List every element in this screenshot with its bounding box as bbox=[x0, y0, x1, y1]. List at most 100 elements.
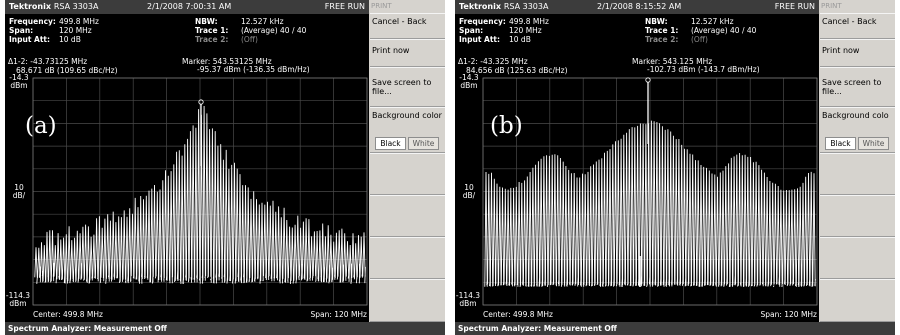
print-now-button[interactable]: Print now bbox=[370, 39, 445, 67]
background-color-group: Background color bbox=[370, 107, 445, 153]
delta-marker-readout: Δ1-2: -43.73125 MHz 68.671 dB (109.65 dB… bbox=[8, 57, 118, 75]
figure-label: (b) bbox=[490, 113, 523, 139]
trace2-value: (Off) bbox=[241, 35, 258, 44]
white-option[interactable]: White bbox=[408, 137, 439, 150]
ref-level-label: -14.3 dBm bbox=[9, 73, 29, 90]
frequency-key: Frequency: bbox=[459, 17, 506, 26]
spectrum-display[interactable]: Δ1-2: -43.325 MHz 84.656 dB (125.63 dBc/… bbox=[455, 56, 819, 320]
marker-label: Marker: 543.125 MHz bbox=[632, 57, 713, 66]
ref-level-label: -14.3 dBm bbox=[459, 73, 479, 90]
analyzer-main-area: Tektronix RSA 3303A 2/1/2008 7:00:31 AM … bbox=[5, 0, 369, 335]
run-mode-label: FREE RUN bbox=[324, 2, 365, 11]
menu-slot-empty bbox=[370, 153, 445, 195]
spectrum-display[interactable]: Δ1-2: -43.73125 MHz 68.671 dB (109.65 dB… bbox=[5, 56, 369, 320]
spectrum-analyzer-window-b: Tektronix RSA 3303A 2/1/2008 8:15:52 AM … bbox=[455, 0, 895, 335]
frequency-value: 499.8 MHz bbox=[509, 17, 549, 26]
center-frequency-label: Center: 499.8 MHz bbox=[483, 310, 553, 319]
background-color-group: Background colo bbox=[820, 107, 895, 153]
analyzer-main-area: Tektronix RSA 3303A 2/1/2008 8:15:52 AM … bbox=[455, 0, 819, 335]
datetime-label: 2/1/2008 8:15:52 AM bbox=[597, 2, 682, 11]
input-att-value: 10 dB bbox=[59, 35, 81, 44]
bottom-level-label: -114.3 dBm bbox=[5, 291, 31, 308]
menu-slot-empty bbox=[820, 195, 895, 237]
trace2-value: (Off) bbox=[691, 35, 708, 44]
frequency-value: 499.8 MHz bbox=[59, 17, 99, 26]
save-screen-button[interactable]: Save screen to file... bbox=[370, 67, 445, 107]
marker-symbol bbox=[198, 99, 204, 105]
nbw-key: NBW: bbox=[195, 17, 218, 26]
marker-symbol bbox=[645, 77, 651, 83]
menu-slot-empty bbox=[370, 237, 445, 279]
trace1-value: (Average) 40 / 40 bbox=[691, 26, 757, 35]
bottom-level-label: -114.3 dBm bbox=[455, 291, 481, 308]
trace1-key: Trace 1: bbox=[195, 26, 229, 35]
marker-detail: -102.73 dBm (-143.7 dBm/Hz) bbox=[647, 65, 760, 74]
menu-header: PRINT bbox=[371, 2, 392, 10]
menu-header: PRINT bbox=[821, 2, 842, 10]
title-bar: Tektronix RSA 3303A 2/1/2008 7:00:31 AM … bbox=[5, 0, 369, 14]
menu-slot-empty bbox=[820, 153, 895, 195]
nbw-key: NBW: bbox=[645, 17, 668, 26]
figure-label: (a) bbox=[25, 113, 57, 139]
trace1-key: Trace 1: bbox=[645, 26, 679, 35]
span-value: 120 MHz bbox=[509, 26, 542, 35]
save-screen-button[interactable]: Save screen to file... bbox=[820, 67, 895, 107]
spectrum-plot bbox=[482, 77, 818, 306]
brand-label: Tektronix RSA 3303A bbox=[459, 2, 549, 11]
frequency-key: Frequency: bbox=[9, 17, 56, 26]
spectrum-trace bbox=[34, 105, 366, 285]
side-menu: PRINT Cancel - Back Print now Save scree… bbox=[819, 0, 895, 322]
delta-marker-detail: 68.671 dB (109.65 dBc/Hz) bbox=[16, 66, 118, 75]
menu-slot-empty bbox=[370, 279, 445, 322]
black-option[interactable]: Black bbox=[375, 137, 406, 150]
marker-readout: Marker: 543.53125 MHz bbox=[182, 57, 272, 66]
cancel-back-button[interactable]: Cancel - Back bbox=[370, 13, 445, 39]
status-bar: Spectrum Analyzer: Measurement Off bbox=[455, 322, 895, 335]
delta-marker-detail: 84.656 dB (125.63 dBc/Hz) bbox=[466, 66, 568, 75]
datetime-label: 2/1/2008 7:00:31 AM bbox=[147, 2, 232, 11]
delta-marker-label: Δ1-2: -43.73125 MHz bbox=[8, 57, 88, 66]
spectrum-trace bbox=[484, 120, 816, 288]
status-bar: Spectrum Analyzer: Measurement Off bbox=[5, 322, 445, 335]
print-now-button[interactable]: Print now bbox=[820, 39, 895, 67]
parameter-readout: Frequency: 499.8 MHz Span: 120 MHz Input A… bbox=[455, 15, 819, 55]
cancel-back-button[interactable]: Cancel - Back bbox=[820, 13, 895, 39]
plot-border bbox=[482, 77, 818, 306]
menu-slot-empty bbox=[370, 195, 445, 237]
marker-label: Marker: 543.53125 MHz bbox=[182, 57, 272, 66]
nbw-value: 12.527 kHz bbox=[241, 17, 284, 26]
center-frequency-label: Center: 499.8 MHz bbox=[33, 310, 103, 319]
span-value: 120 MHz bbox=[59, 26, 92, 35]
trace1-value: (Average) 40 / 40 bbox=[241, 26, 307, 35]
span-frequency-label: Span: 120 MHz bbox=[760, 310, 817, 319]
menu-slot-empty bbox=[820, 279, 895, 322]
delta-marker-readout: Δ1-2: -43.325 MHz 84.656 dB (125.63 dBc/… bbox=[458, 57, 568, 75]
input-att-key: Input Att: bbox=[9, 35, 51, 44]
marker-detail-wrap: -102.73 dBm (-143.7 dBm/Hz) bbox=[647, 65, 760, 74]
spectrum-plot bbox=[32, 77, 368, 306]
spectrum-analyzer-window-a: Tektronix RSA 3303A 2/1/2008 7:00:31 AM … bbox=[5, 0, 445, 335]
span-frequency-label: Span: 120 MHz bbox=[310, 310, 367, 319]
background-color-toggle: Black White bbox=[375, 137, 439, 150]
scale-label: 10 dB/ bbox=[12, 183, 26, 200]
menu-slot-empty bbox=[820, 237, 895, 279]
span-key: Span: bbox=[9, 26, 34, 35]
black-option[interactable]: Black bbox=[825, 137, 856, 150]
side-menu: PRINT Cancel - Back Print now Save scree… bbox=[369, 0, 445, 322]
input-att-key: Input Att: bbox=[459, 35, 501, 44]
title-bar: Tektronix RSA 3303A 2/1/2008 8:15:52 AM … bbox=[455, 0, 819, 14]
span-key: Span: bbox=[459, 26, 484, 35]
run-mode-label: FREE RUN bbox=[774, 2, 815, 11]
nbw-value: 12.527 kHz bbox=[691, 17, 734, 26]
trace2-key: Trace 2: bbox=[645, 35, 679, 44]
trace2-key: Trace 2: bbox=[195, 35, 229, 44]
brand-label: Tektronix RSA 3303A bbox=[9, 2, 99, 11]
plot-border bbox=[32, 77, 368, 306]
marker-detail: -95.37 dBm (-136.35 dBm/Hz) bbox=[197, 65, 310, 74]
background-color-label: Background color bbox=[372, 111, 442, 120]
parameter-readout: Frequency: 499.8 MHz Span: 120 MHz Input A… bbox=[5, 15, 369, 55]
background-color-toggle: Black White bbox=[825, 137, 889, 150]
input-att-value: 10 dB bbox=[509, 35, 531, 44]
white-option[interactable]: White bbox=[858, 137, 889, 150]
scale-label: 10 dB/ bbox=[462, 183, 476, 200]
